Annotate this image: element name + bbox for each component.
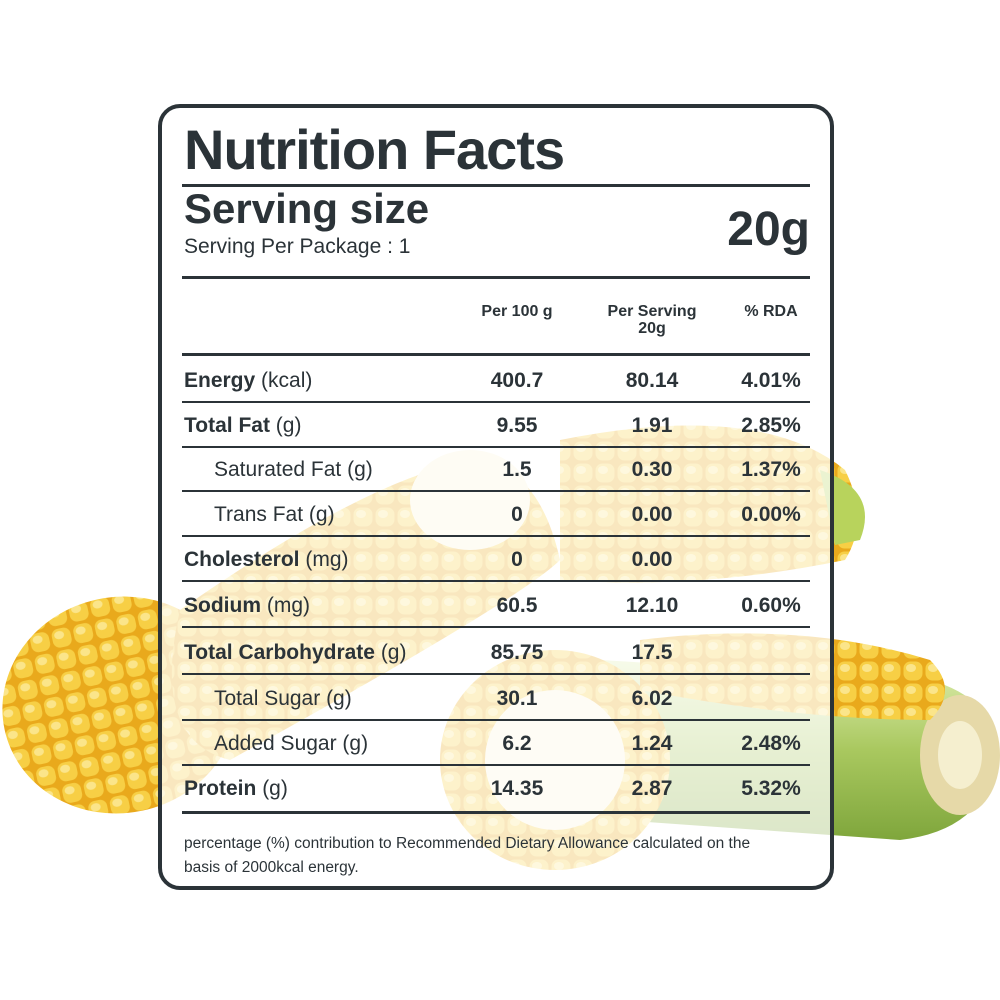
value-per-100g: 400.7 <box>490 369 544 392</box>
row-divider <box>182 580 810 582</box>
nutrient-row: Total Carbohydrate (g) 85.75 17.5 <box>182 628 810 675</box>
value-per-serving: 1.24 <box>631 732 673 755</box>
nutrient-unit: (mg) <box>305 548 349 571</box>
row-divider <box>182 535 810 537</box>
nutrition-facts-panel: Nutrition Facts Serving size Serving Per… <box>158 104 834 890</box>
nutrient-row: Added Sugar (g) 6.2 1.24 2.48% <box>182 719 810 766</box>
nutrient-name: Sodium (mg) <box>184 595 310 616</box>
value-per-100g: 30.1 <box>496 687 538 710</box>
nutrient-name: Total Fat (g) <box>184 415 301 436</box>
nutrient-unit: (kcal) <box>261 369 313 392</box>
divider <box>182 184 810 187</box>
row-divider <box>182 626 810 628</box>
nutrient-row: Protein (g) 14.35 2.87 5.32% <box>182 764 810 810</box>
divider <box>182 811 810 814</box>
nutrient-name-text: Added Sugar (g) <box>214 732 369 755</box>
nutrient-name: Added Sugar (g) <box>214 733 368 754</box>
value-per-serving: 6.02 <box>631 687 673 710</box>
nutrient-name-text: Cholesterol <box>184 548 300 571</box>
nutrient-name-text: Total Sugar (g) <box>214 687 352 710</box>
nutrient-name: Protein (g) <box>184 778 288 799</box>
serving-size-value: 20g <box>727 203 810 256</box>
value-rda: 0.00% <box>741 503 801 526</box>
value-rda: 4.01% <box>741 369 801 392</box>
value-per-serving: 1.91 <box>631 414 673 437</box>
value-rda: 0.60% <box>741 594 801 617</box>
footnote: percentage (%) contribution to Recommend… <box>184 835 751 877</box>
nutrient-name: Saturated Fat (g) <box>214 459 373 480</box>
divider <box>182 353 810 356</box>
divider <box>182 276 810 279</box>
value-per-100g: 0 <box>511 548 523 571</box>
nutrient-unit: (g) <box>380 641 407 664</box>
nutrient-name-text: Trans Fat (g) <box>214 503 335 526</box>
value-per-serving: 17.5 <box>631 641 673 664</box>
value-per-100g: 1.5 <box>502 458 532 481</box>
value-per-100g: 0 <box>511 503 523 526</box>
value-per-100g: 6.2 <box>502 732 532 755</box>
row-divider <box>182 446 810 448</box>
value-per-serving: 0.30 <box>631 458 673 481</box>
nutrient-unit: (g) <box>262 777 288 800</box>
value-per-100g: 60.5 <box>496 594 538 617</box>
nutrient-row: Saturated Fat (g) 1.5 0.30 1.37% <box>182 445 810 492</box>
row-divider <box>182 401 810 403</box>
value-per-serving: 80.14 <box>625 369 679 392</box>
column-header-per-100g: Per 100 g <box>481 303 553 320</box>
value-rda: 2.85% <box>741 414 801 437</box>
nutrient-name: Total Sugar (g) <box>214 688 352 709</box>
nutrient-unit: (mg) <box>266 594 311 617</box>
value-per-serving: 12.10 <box>625 594 679 617</box>
nutrient-name-text: Total Fat <box>184 414 270 437</box>
serving-size-label: Serving size <box>184 185 430 232</box>
value-per-100g: 14.35 <box>490 777 544 800</box>
value-rda: 1.37% <box>741 458 801 481</box>
serving-per-package: Serving Per Package : 1 <box>184 235 411 258</box>
label-title: Nutrition Facts <box>184 118 565 181</box>
nutrient-name: Total Carbohydrate (g) <box>184 642 406 663</box>
nutrient-name: Trans Fat (g) <box>214 504 335 525</box>
column-header-per-serving-line1: Per Serving <box>607 303 697 320</box>
value-per-serving: 2.87 <box>631 777 673 800</box>
row-divider <box>182 673 810 675</box>
value-rda: 2.48% <box>741 732 801 755</box>
column-header-per-serving-line2: 20g <box>638 319 666 337</box>
value-per-100g: 85.75 <box>490 641 544 664</box>
nutrient-row: Cholesterol (mg) 0 0.00 <box>182 535 810 582</box>
nutrient-row: Sodium (mg) 60.5 12.10 0.60% <box>182 581 810 628</box>
nutrient-row: Energy (kcal) 400.7 80.14 4.01% <box>182 356 810 403</box>
row-divider <box>182 764 810 766</box>
column-header-rda: % RDA <box>744 303 798 320</box>
nutrient-row: Total Sugar (g) 30.1 6.02 <box>182 674 810 721</box>
nutrient-name: Energy (kcal) <box>184 370 312 391</box>
nutrient-name-text: Sodium <box>184 594 261 617</box>
nutrient-unit: (g) <box>275 414 302 437</box>
nutrient-row: Trans Fat (g) 0 0.00 0.00% <box>182 490 810 537</box>
row-divider <box>182 490 810 492</box>
nutrient-name-text: Protein <box>184 777 257 800</box>
value-per-serving: 0.00 <box>631 503 673 526</box>
value-rda: 5.32% <box>741 777 801 800</box>
nutrient-name-text: Energy <box>184 369 256 392</box>
value-per-serving: 0.00 <box>631 548 673 571</box>
nutrient-name-text: Saturated Fat (g) <box>214 458 373 481</box>
nutrient-row: Total Fat (g) 9.55 1.91 2.85% <box>182 401 810 448</box>
value-per-100g: 9.55 <box>496 414 538 437</box>
nutrient-name-text: Total Carbohydrate <box>184 641 375 664</box>
row-divider <box>182 719 810 721</box>
column-header-per-serving: Per Serving 20g <box>602 303 702 338</box>
nutrient-name: Cholesterol (mg) <box>184 549 349 570</box>
